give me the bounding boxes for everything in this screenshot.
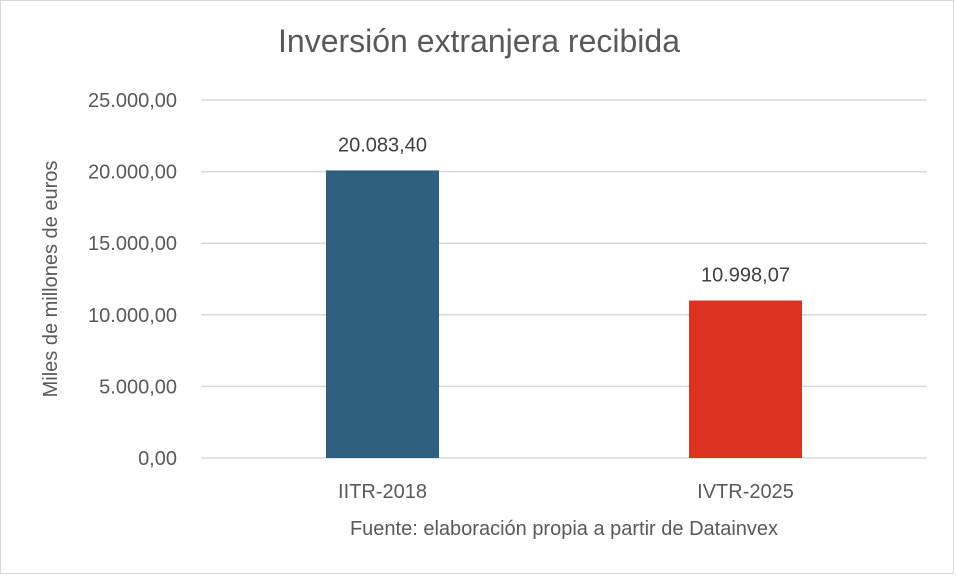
data-label: 20.083,40 bbox=[338, 134, 427, 156]
gridlines bbox=[201, 99, 927, 459]
x-axis-ticks: IITR-2018 IVTR-2025 bbox=[338, 481, 794, 503]
y-tick-label: 10.000,00 bbox=[88, 305, 177, 327]
bar bbox=[326, 170, 439, 459]
y-tick-label: 0,00 bbox=[138, 448, 177, 470]
bar bbox=[689, 300, 802, 458]
bars bbox=[326, 170, 802, 459]
y-tick-label: 15.000,00 bbox=[88, 233, 177, 255]
x-tick-label: IVTR-2025 bbox=[697, 481, 794, 503]
y-tick-label: 25.000,00 bbox=[88, 90, 177, 112]
y-axis-label: Miles de millones de euros bbox=[40, 161, 62, 398]
x-axis-label: Fuente: elaboración propia a partir de D… bbox=[350, 518, 778, 540]
y-axis-ticks: 0,00 5.000,00 10.000,00 15.000,00 20.000,00 2… bbox=[88, 90, 177, 470]
data-label: 10.998,07 bbox=[701, 265, 790, 287]
y-tick-label: 20.000,00 bbox=[88, 162, 177, 184]
data-labels: 20.083,40 10.998,07 bbox=[338, 134, 790, 286]
chart-title: Inversión extranjera recibida bbox=[278, 23, 680, 59]
x-tick-label: IITR-2018 bbox=[338, 481, 427, 503]
y-tick-label: 5.000,00 bbox=[99, 376, 177, 398]
